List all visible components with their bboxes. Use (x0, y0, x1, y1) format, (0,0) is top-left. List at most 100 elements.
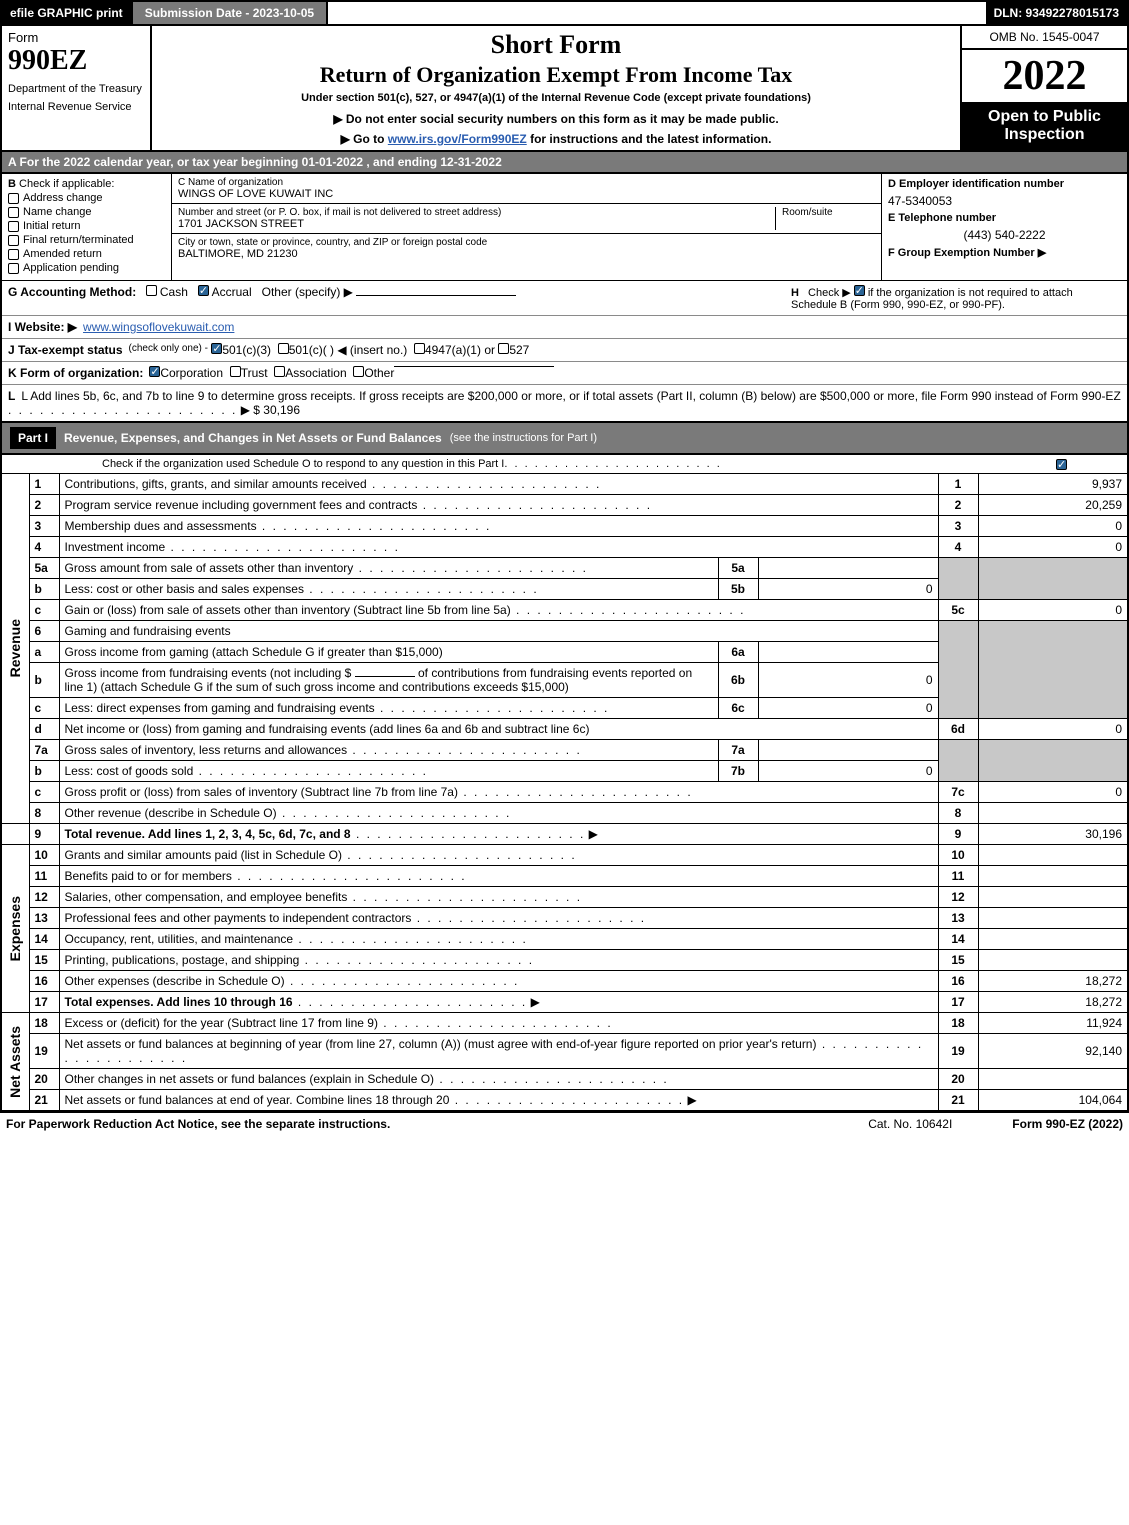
line-desc: Excess or (deficit) for the year (Subtra… (59, 1013, 938, 1034)
table-row: 4 Investment income 4 0 (1, 537, 1128, 558)
checkbox-icon (8, 249, 19, 260)
chk-address-change[interactable]: Address change (8, 192, 165, 204)
line-desc: Professional fees and other payments to … (59, 908, 938, 929)
form-header: Form 990EZ Department of the Treasury In… (0, 26, 1129, 152)
dots-icon (434, 1072, 669, 1086)
line-desc: Benefits paid to or for members (59, 866, 938, 887)
irs-link[interactable]: www.irs.gov/Form990EZ (388, 132, 527, 146)
line-amount: 9,937 (978, 474, 1128, 495)
line-num: 21 (29, 1090, 59, 1112)
line-num: 5a (29, 558, 59, 579)
line-text: Investment income (65, 540, 166, 554)
dots-icon (417, 498, 652, 512)
dots-icon (351, 827, 586, 841)
line-ref: 7c (938, 782, 978, 803)
table-row: c Gross profit or (loss) from sales of i… (1, 782, 1128, 803)
table-row: 7a Gross sales of inventory, less return… (1, 740, 1128, 761)
efile-print: efile GRAPHIC print (2, 2, 131, 24)
cat-number: Cat. No. 10642I (868, 1117, 952, 1131)
line-num: d (29, 719, 59, 740)
j-note: (check only one) - (129, 343, 208, 354)
grey-cell (978, 740, 1128, 782)
checkbox-icon[interactable] (230, 366, 241, 377)
line-ref: 18 (938, 1013, 978, 1034)
line-num: 20 (29, 1069, 59, 1090)
checkbox-icon (8, 263, 19, 274)
chk-initial-return[interactable]: Initial return (8, 220, 165, 232)
grey-cell (938, 558, 978, 600)
form-code: 990EZ (8, 45, 144, 77)
line-amount: 11,924 (978, 1013, 1128, 1034)
subline-ref: 6b (718, 663, 758, 698)
line-num: c (29, 600, 59, 621)
line-ref: 5c (938, 600, 978, 621)
line-num: 3 (29, 516, 59, 537)
h-label: H (791, 287, 799, 299)
checkbox-icon[interactable] (146, 285, 157, 296)
g-other: Other (specify) ▶ (262, 285, 353, 299)
subline-ref: 6c (718, 698, 758, 719)
form-title-block: Short Form Return of Organization Exempt… (152, 26, 962, 150)
checkbox-icon[interactable] (414, 343, 425, 354)
subline-ref: 6a (718, 642, 758, 663)
g-accrual: Accrual (212, 285, 252, 299)
line-ref: 19 (938, 1034, 978, 1069)
subline-ref: 7a (718, 740, 758, 761)
checkbox-checked-icon[interactable] (1056, 459, 1067, 470)
checkbox-icon[interactable] (498, 343, 509, 354)
table-row: 20 Other changes in net assets or fund ba… (1, 1069, 1128, 1090)
line-amount: 0 (978, 600, 1128, 621)
room-label: Room/suite (782, 207, 875, 218)
checkbox-icon[interactable] (353, 366, 364, 377)
pra-notice: For Paperwork Reduction Act Notice, see … (6, 1117, 390, 1131)
opt-application-pending: Application pending (23, 262, 119, 274)
line-num: 2 (29, 495, 59, 516)
arrow-icon (684, 1093, 697, 1107)
checkbox-checked-icon[interactable] (854, 285, 865, 296)
line-ref: 14 (938, 929, 978, 950)
dots-icon (449, 1093, 684, 1107)
line-desc: Program service revenue including govern… (59, 495, 938, 516)
dots-icon (375, 701, 610, 715)
chk-final-return[interactable]: Final return/terminated (8, 234, 165, 246)
table-row: 21Net assets or fund balances at end of … (1, 1090, 1128, 1112)
line-text: Other changes in net assets or fund bala… (65, 1072, 435, 1086)
line-desc: Printing, publications, postage, and shi… (59, 950, 938, 971)
subtitle-section: Under section 501(c), 527, or 4947(a)(1)… (162, 92, 950, 104)
checkbox-checked-icon[interactable] (149, 366, 160, 377)
checkbox-icon[interactable] (278, 343, 289, 354)
form-id-block: Form 990EZ Department of the Treasury In… (2, 26, 152, 150)
chk-application-pending[interactable]: Application pending (8, 262, 165, 274)
chk-name-change[interactable]: Name change (8, 206, 165, 218)
j-4947: 4947(a)(1) or (425, 343, 495, 357)
line-num: 6 (29, 621, 59, 642)
line-text: Gaming and fundraising events (59, 621, 938, 642)
line-desc: Grants and similar amounts paid (list in… (59, 845, 938, 866)
line-amount (978, 887, 1128, 908)
line-desc: Total expenses. Add lines 10 through 16 (59, 992, 938, 1013)
chk-amended-return[interactable]: Amended return (8, 248, 165, 260)
checkbox-checked-icon[interactable] (211, 343, 222, 354)
section-b: B Check if applicable: Address change Na… (2, 174, 172, 280)
part1-title: Revenue, Expenses, and Changes in Net As… (64, 431, 442, 445)
checkbox-icon[interactable] (274, 366, 285, 377)
line-num: 16 (29, 971, 59, 992)
line-num: 17 (29, 992, 59, 1013)
line-amount (978, 908, 1128, 929)
subline-amount (758, 642, 938, 663)
line-num: 10 (29, 845, 59, 866)
k-trust: Trust (241, 366, 268, 380)
tel-label: E Telephone number (888, 212, 1121, 224)
opt-amended-return: Amended return (23, 248, 102, 260)
table-row: 2 Program service revenue including gove… (1, 495, 1128, 516)
line-amount: 0 (978, 719, 1128, 740)
opt-final-return: Final return/terminated (23, 234, 134, 246)
dept-irs: Internal Revenue Service (8, 101, 144, 113)
blank-line (355, 676, 415, 677)
city-label: City or town, state or province, country… (178, 237, 875, 248)
website-link[interactable]: www.wingsoflovekuwait.com (83, 320, 234, 334)
line-num: 15 (29, 950, 59, 971)
line-desc: Other expenses (describe in Schedule O) (59, 971, 938, 992)
j-501c: 501(c)( ) ◀ (insert no.) (289, 343, 408, 357)
checkbox-checked-icon[interactable] (198, 285, 209, 296)
